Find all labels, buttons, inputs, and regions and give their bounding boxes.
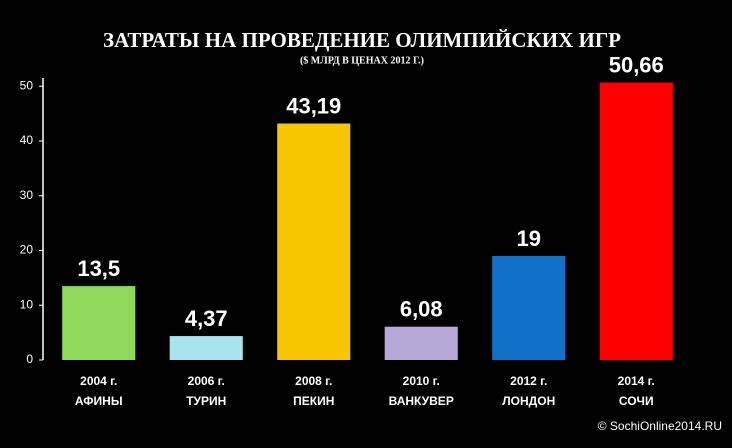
value-label: 13,5 — [77, 256, 120, 281]
x-tick-label: 2014 г. — [618, 374, 655, 388]
bar — [492, 255, 566, 360]
bar — [599, 82, 673, 360]
y-tick-label: 40 — [20, 133, 34, 147]
bar — [384, 326, 458, 360]
x-tick-sublabel: ТУРИН — [186, 394, 226, 408]
bar — [62, 286, 136, 360]
value-label: 43,19 — [286, 93, 341, 118]
y-tick-label: 20 — [20, 243, 34, 257]
x-tick-label: 2004 г. — [80, 374, 117, 388]
y-tick-label: 30 — [20, 188, 34, 202]
value-label: 19 — [517, 226, 541, 251]
x-tick-label: 2010 г. — [403, 374, 440, 388]
x-tick-label: 2006 г. — [188, 374, 225, 388]
x-tick-sublabel: ЛОНДОН — [502, 394, 555, 408]
x-tick-sublabel: АФИНЫ — [75, 394, 123, 408]
x-tick-sublabel: СОЧИ — [619, 394, 654, 408]
bar — [169, 336, 243, 360]
value-label: 50,66 — [609, 52, 664, 77]
chart-title: ЗАТРАТЫ НА ПРОВЕДЕНИЕ ОЛИМПИЙСКИХ ИГР — [103, 28, 621, 52]
watermark: © SochiOnline2014.RU — [598, 419, 722, 433]
x-tick-label: 2012 г. — [510, 374, 547, 388]
x-tick-sublabel: ВАНКУВЕР — [389, 394, 454, 408]
y-tick-label: 0 — [26, 352, 33, 366]
y-tick-label: 50 — [20, 78, 34, 92]
x-tick-sublabel: ПЕКИН — [293, 394, 334, 408]
chart-subtitle: ($ МЛРД В ЦЕНАХ 2012 Г.) — [300, 55, 424, 66]
y-tick-label: 10 — [20, 297, 34, 311]
value-label: 4,37 — [185, 306, 228, 331]
value-label: 6,08 — [400, 297, 443, 322]
bar — [277, 123, 351, 361]
x-tick-label: 2008 г. — [295, 374, 332, 388]
